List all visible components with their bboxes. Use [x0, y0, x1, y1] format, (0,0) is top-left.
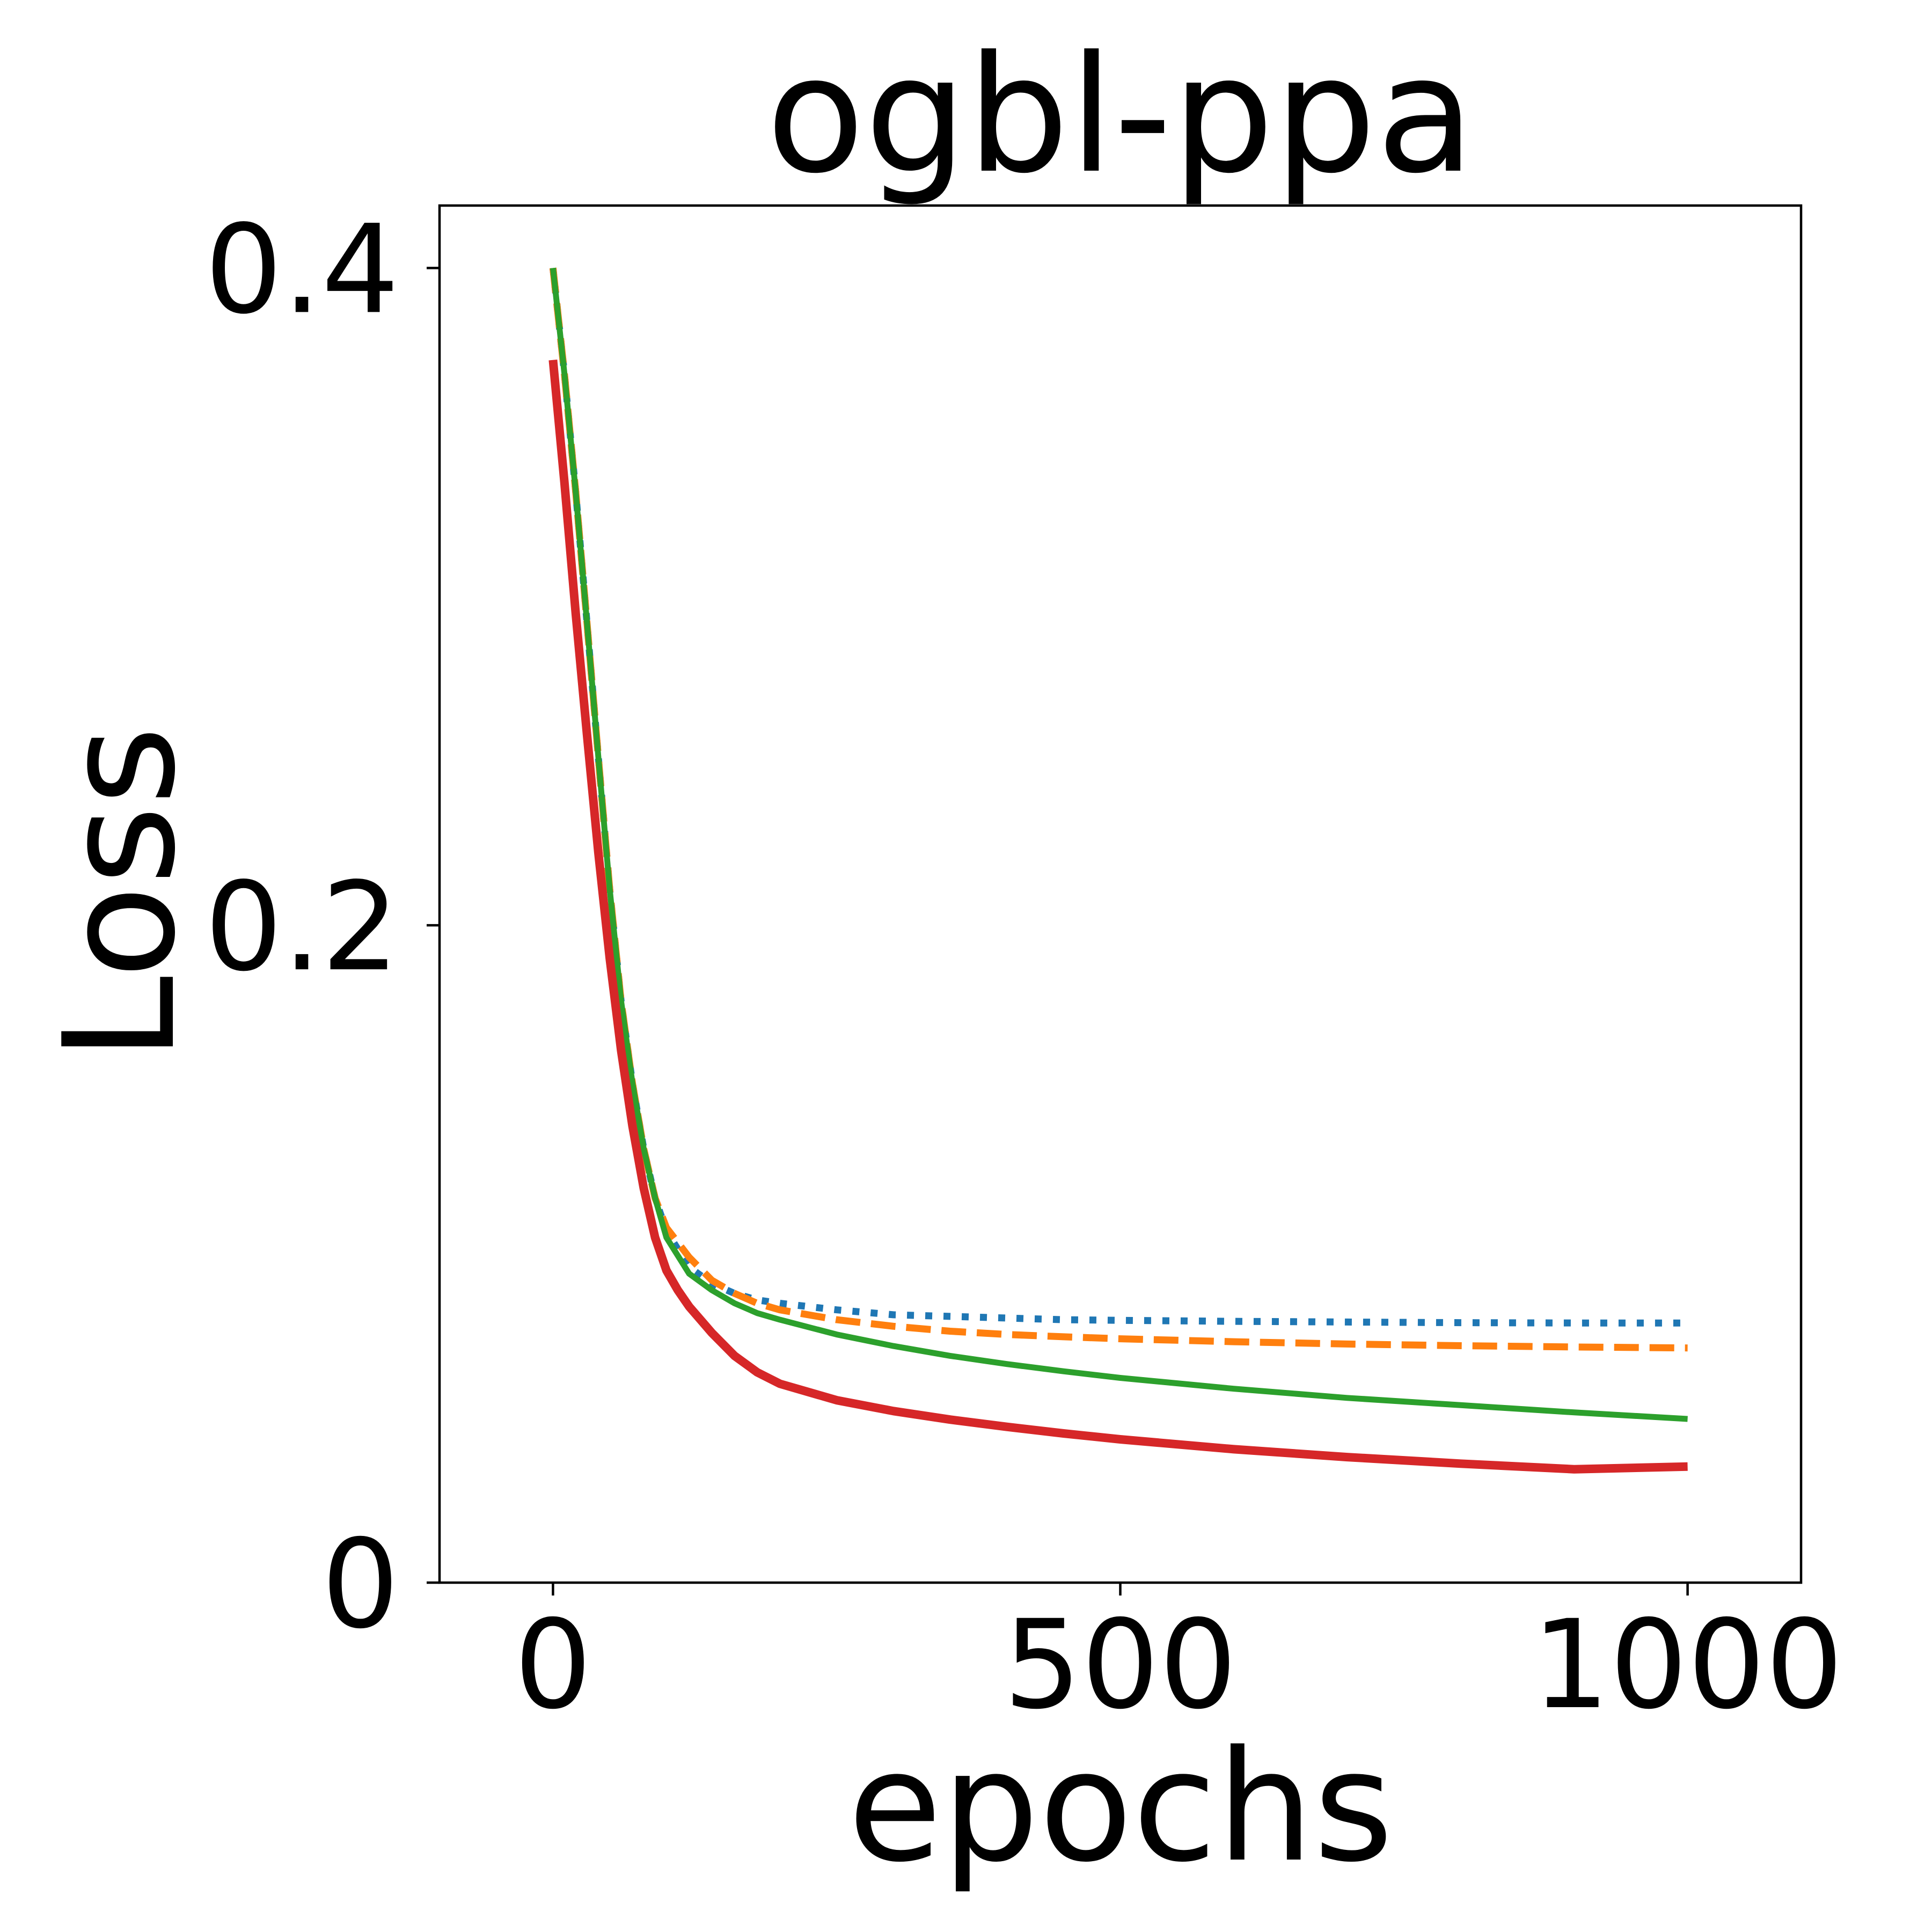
series-line-3: [550, 267, 1688, 1422]
y-axis: 0 0.2 0.4: [204, 198, 440, 1656]
y-tick-label: 0.2: [204, 855, 399, 998]
series-line-4: [548, 360, 1688, 1474]
y-tick-label: 0: [321, 1513, 399, 1656]
y-axis-label: Loss: [31, 726, 209, 1061]
x-axis-label: epochs: [848, 1718, 1393, 1896]
x-tick-label: 500: [1004, 1593, 1237, 1736]
x-axis: 0 500 1000: [514, 1583, 1843, 1736]
series-layer: [548, 267, 1688, 1474]
x-tick-label: 0: [514, 1593, 592, 1736]
x-tick-label: 1000: [1532, 1593, 1843, 1736]
chart-title: ogbl-ppa: [766, 21, 1475, 209]
y-tick-label: 0.4: [204, 198, 399, 341]
